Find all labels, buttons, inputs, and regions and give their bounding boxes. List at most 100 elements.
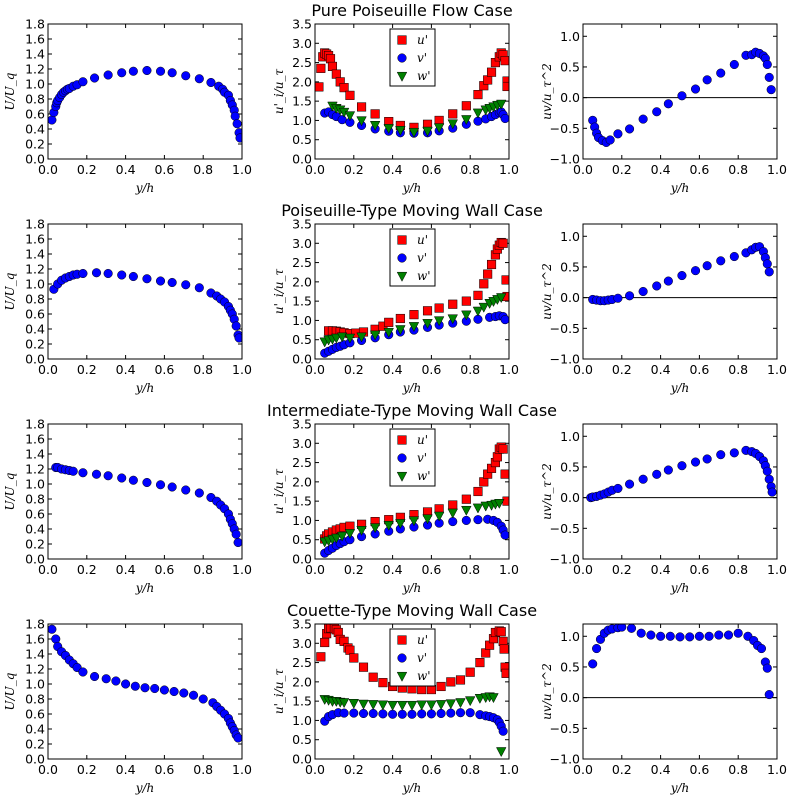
axes-frame <box>582 223 778 360</box>
x-tick-label: 0.6 <box>154 162 174 177</box>
y-axis-label: U/U_q <box>3 72 17 110</box>
data-point <box>349 708 359 718</box>
data-point <box>500 315 509 325</box>
series-points <box>49 268 242 343</box>
data-point <box>716 450 726 460</box>
data-point <box>368 672 378 682</box>
data-point <box>663 99 673 109</box>
legend-label: u' <box>417 633 428 647</box>
y-tick-label: 2.5 <box>292 255 312 270</box>
data-point <box>498 636 508 646</box>
data-point <box>501 275 509 285</box>
data-points <box>48 624 242 743</box>
x-tick-label: 1.0 <box>232 562 252 577</box>
data-point <box>233 537 242 548</box>
data-point <box>48 115 57 125</box>
y-tick-label: 1.0 <box>25 277 45 292</box>
y-tick-label: 2.5 <box>292 55 312 70</box>
data-point <box>486 67 497 77</box>
data-point <box>473 290 483 300</box>
x-tick-label: 0.2 <box>612 762 632 777</box>
y-tick-label: 0.2 <box>25 737 45 752</box>
y-tick-label: 0.4 <box>25 322 45 337</box>
y-tick-label: 2.5 <box>292 455 312 470</box>
x-tick-label: 0.2 <box>612 562 632 577</box>
data-point <box>167 68 177 78</box>
data-point <box>383 124 394 134</box>
data-point <box>90 73 100 83</box>
series-points <box>588 242 774 306</box>
data-point <box>194 283 204 293</box>
data-point <box>78 468 88 478</box>
data-point <box>91 469 102 479</box>
axes-frame <box>582 623 778 760</box>
x-tick-label: 1.0 <box>232 762 252 777</box>
data-point <box>78 268 88 279</box>
axes-frame <box>314 423 510 560</box>
data-point <box>356 526 367 536</box>
subplot-title: Intermediate-Type Moving Wall Case <box>267 401 557 420</box>
y-tick-label: 0.4 <box>25 722 45 737</box>
x-tick-label: 0.2 <box>344 562 364 577</box>
x-tick-label: 0.8 <box>193 562 213 577</box>
data-point <box>588 659 598 669</box>
data-point <box>181 71 191 81</box>
data-point <box>91 268 102 278</box>
y-tick-label: 1.6 <box>25 432 45 447</box>
subplot: 0.0 0.2 0.4 0.6 0.8 1.0 0.0 0.5 1.0 1.5 2.0 2.5 3.0 3… <box>272 201 543 395</box>
data-point <box>320 637 330 648</box>
x-tick-label: 0.6 <box>689 562 709 577</box>
data-point <box>325 54 336 64</box>
subplot: 0.0 0.2 0.4 0.6 0.8 1.0 −1.0 −0.5 0.0 0.5 1.0 y/h uv… <box>540 623 787 795</box>
data-point <box>646 630 656 640</box>
data-point <box>417 709 427 719</box>
data-point <box>345 645 355 655</box>
data-point <box>395 313 405 324</box>
data-point <box>349 653 359 663</box>
data-point <box>448 109 458 119</box>
data-point <box>498 238 508 248</box>
data-point <box>496 99 507 110</box>
data-point <box>327 61 338 71</box>
legend: u' v' w' <box>389 228 436 287</box>
x-tick-label: 1.0 <box>232 362 252 377</box>
data-point <box>483 75 493 85</box>
data-point <box>448 500 458 510</box>
x-axis-label: y/h <box>670 181 690 195</box>
x-tick-label: 0.0 <box>573 162 593 177</box>
x-tick-label: 0.4 <box>383 162 403 177</box>
data-point <box>625 124 635 134</box>
data-point <box>496 293 507 304</box>
y-axis-label: uv/u_τ^2 <box>540 663 554 720</box>
x-tick-label: 0.0 <box>38 562 58 577</box>
data-point <box>488 693 499 704</box>
subplot-title: Poiseuille-Type Moving Wall Case <box>281 201 543 220</box>
data-point <box>339 83 349 93</box>
series-w-prime <box>327 99 507 138</box>
y-tick-label: 0.0 <box>292 752 312 767</box>
y-tick-label: −0.5 <box>550 321 580 336</box>
series-points <box>51 462 242 548</box>
data-point <box>685 632 695 642</box>
data-point <box>702 454 712 464</box>
x-tick-label: 0.0 <box>38 362 58 377</box>
x-tick-label: 0.0 <box>305 162 325 177</box>
data-point <box>155 480 166 490</box>
x-tick-label: 0.0 <box>573 362 593 377</box>
subplot: 0.0 0.2 0.4 0.6 0.8 1.00.00.20.40.60.81.01.21… <box>3 617 252 796</box>
data-point <box>486 259 497 270</box>
data-point <box>498 444 508 454</box>
data-point <box>78 77 88 87</box>
data-point <box>155 276 166 286</box>
data-point <box>500 530 509 540</box>
series-w-prime <box>319 293 507 348</box>
data-point <box>677 270 687 281</box>
data-point <box>461 310 472 321</box>
legend-label: v' <box>417 451 427 465</box>
data-point <box>473 90 483 100</box>
data-point <box>446 708 456 718</box>
data-point <box>316 652 326 662</box>
data-point <box>51 634 61 644</box>
data-point <box>464 696 476 707</box>
